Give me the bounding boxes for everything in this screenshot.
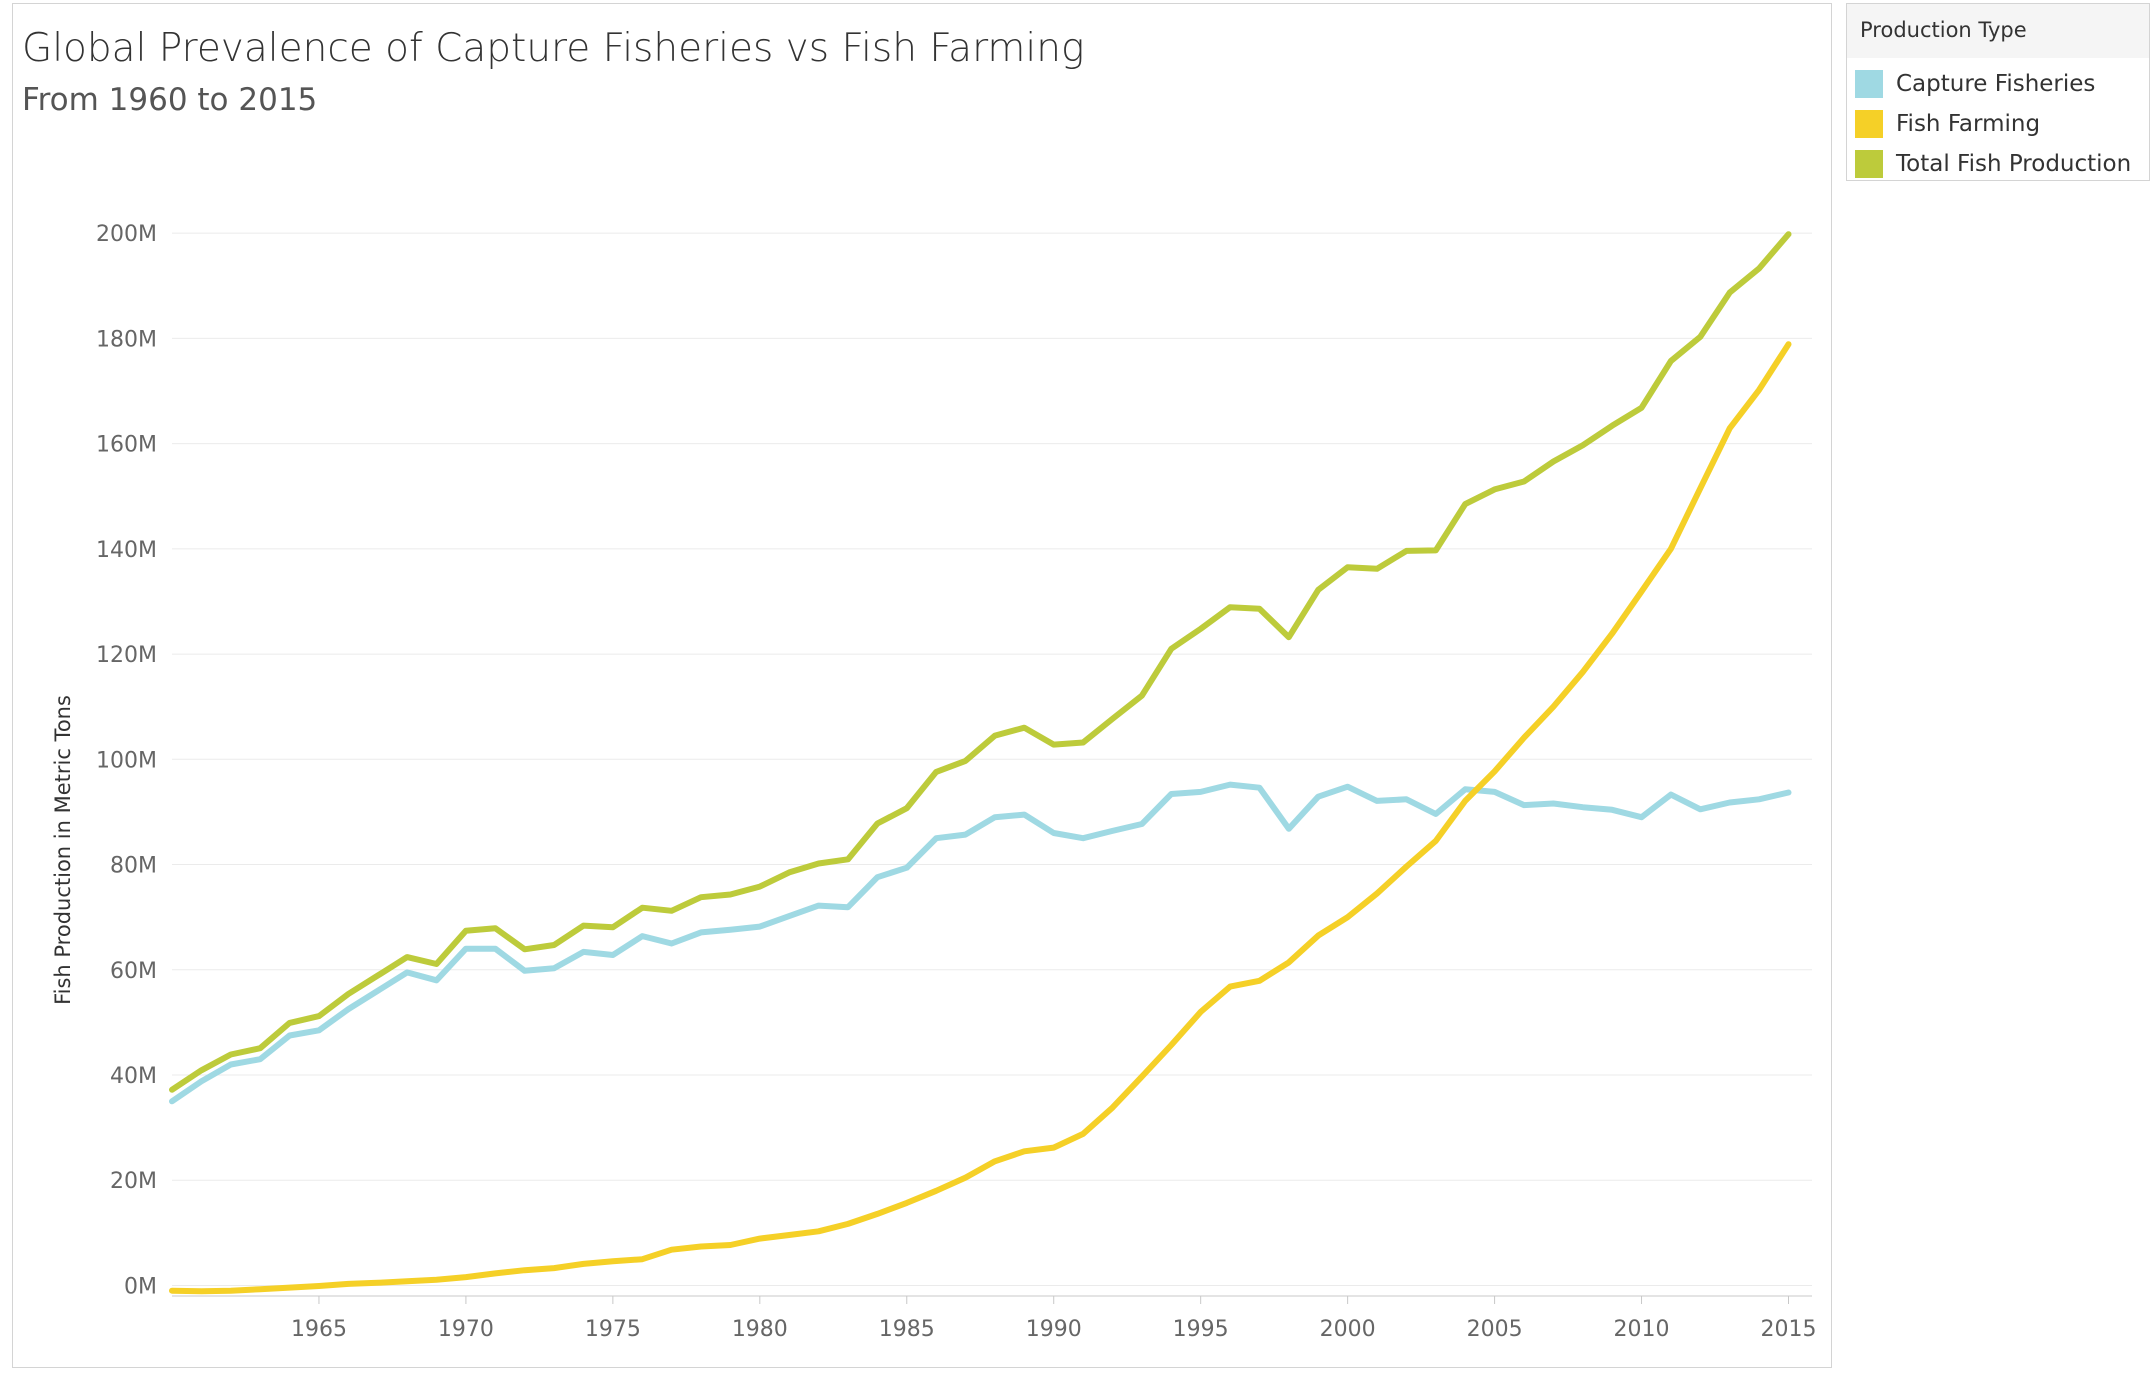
- x-tick-label: 1990: [1026, 1317, 1082, 1342]
- legend-item-total-fish-production[interactable]: Total Fish Production: [1855, 148, 2131, 180]
- x-tick-label: 2010: [1614, 1317, 1670, 1342]
- y-tick-label: 60M: [110, 959, 157, 984]
- legend-swatch: [1855, 150, 1883, 178]
- x-tick-label: 2005: [1467, 1317, 1523, 1342]
- y-tick-label: 200M: [96, 222, 157, 247]
- y-tick-label: 100M: [96, 748, 157, 773]
- y-tick-label: 140M: [96, 538, 157, 563]
- legend-swatch: [1855, 70, 1883, 98]
- gridlines: [172, 232, 1812, 1286]
- x-tick-label: 2000: [1320, 1317, 1376, 1342]
- y-axis-label: Fish Production in Metric Tons: [51, 695, 75, 1005]
- legend-item-fish-farming[interactable]: Fish Farming: [1855, 108, 2040, 140]
- y-tick-label: 80M: [110, 854, 157, 879]
- y-tick-label: 160M: [96, 433, 157, 458]
- legend-label: Total Fish Production: [1896, 151, 2132, 177]
- series-line-capture-fisheries[interactable]: [169, 781, 1792, 1105]
- chart-panel: [12, 3, 1832, 1368]
- legend-title: Production Type: [1847, 4, 2149, 58]
- y-tick-label: 20M: [110, 1169, 157, 1194]
- y-tick-label: 120M: [96, 643, 157, 668]
- x-tick-label: 1985: [879, 1317, 935, 1342]
- x-tick-label: 2015: [1760, 1317, 1816, 1342]
- legend-label: Capture Fisheries: [1896, 71, 2096, 97]
- y-tick-label: 180M: [96, 327, 157, 352]
- legend-label: Fish Farming: [1896, 111, 2041, 137]
- x-tick-label: 1975: [585, 1317, 641, 1342]
- chart-title: Global Prevalence of Capture Fisheries v…: [22, 26, 1085, 71]
- legend: Production Type Capture Fisheries Fish F…: [1846, 3, 2150, 181]
- series-line-fish-farming[interactable]: [169, 341, 1792, 1295]
- y-tick-label: 0M: [124, 1274, 157, 1299]
- x-tick-label: 1965: [291, 1317, 347, 1342]
- x-tick-label: 1970: [438, 1317, 494, 1342]
- series-line-total-fish-production[interactable]: [169, 231, 1792, 1093]
- chart-subtitle: From 1960 to 2015: [22, 82, 318, 118]
- x-tick-label: 1995: [1173, 1317, 1229, 1342]
- series-lines[interactable]: [169, 231, 1792, 1295]
- y-tick-label: 40M: [110, 1064, 157, 1089]
- x-tick-label: 1980: [732, 1317, 788, 1342]
- legend-swatch: [1855, 110, 1883, 138]
- axes: 0M 20M 40M 60M 80M 100M 120M 140M 160M 180M 200M 19…: [96, 222, 1816, 1342]
- legend-item-capture-fisheries[interactable]: Capture Fisheries: [1855, 68, 2095, 100]
